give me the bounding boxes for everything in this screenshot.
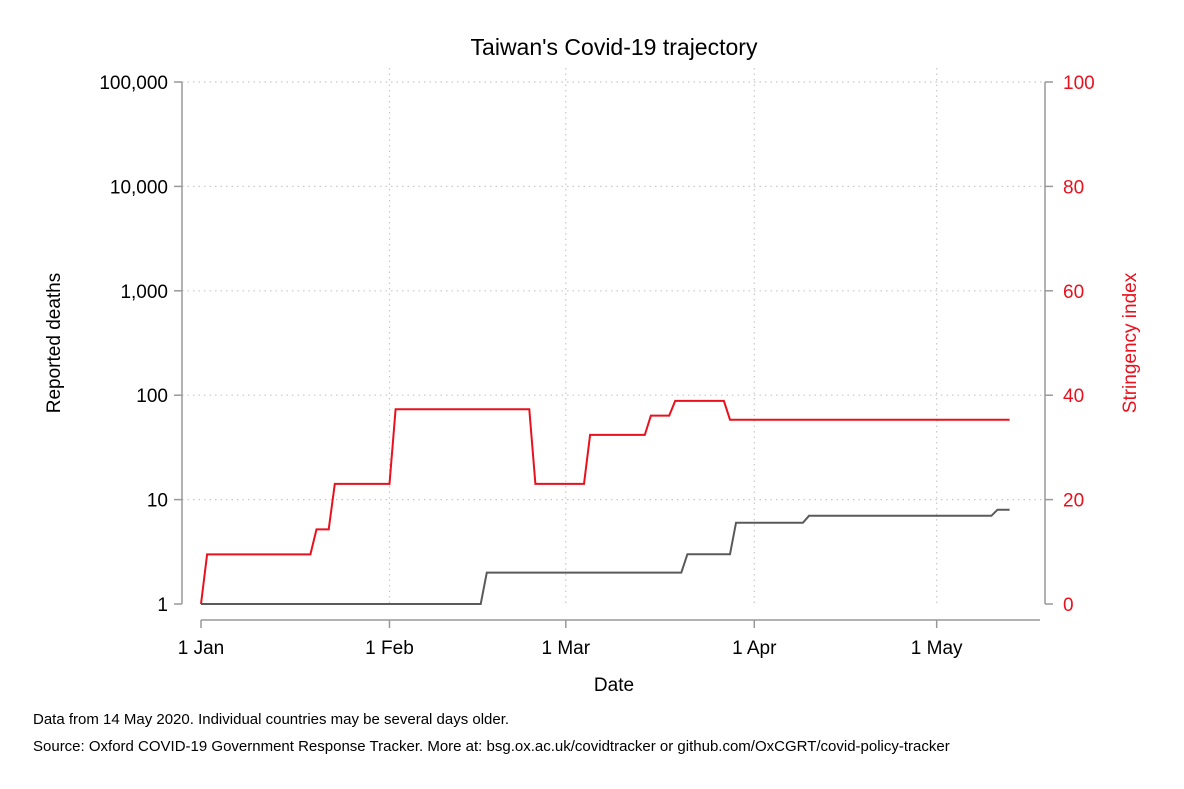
x-tick-label: 1 May xyxy=(911,638,963,659)
series-line-stringency-index xyxy=(200,399,1010,605)
y-tick-label-left: 10 xyxy=(147,491,168,512)
y-tick-label-right: 0 xyxy=(1063,595,1074,616)
axes: 1 10 100 1,000 10,000 100,000 0 20 40 60 80 100 1 Ja… xyxy=(99,73,1094,659)
footnote-source: Source: Oxford COVID-19 Government Respo… xyxy=(33,738,950,755)
y-tick-label-left: 100,000 xyxy=(99,73,168,94)
y-tick-label-left: 1,000 xyxy=(120,282,168,303)
chart-title: Taiwan's Covid-19 trajectory xyxy=(471,34,758,60)
x-tick-label: 1 Apr xyxy=(732,638,777,659)
footnote-data-date: Data from 14 May 2020. Individual countr… xyxy=(33,711,510,728)
x-axis-label: Date xyxy=(594,675,634,696)
series-line-reported-deaths xyxy=(201,508,1010,605)
y-tick-label-right: 20 xyxy=(1063,491,1084,512)
y-tick-label-right: 100 xyxy=(1063,73,1095,94)
y-tick-label-left: 10,000 xyxy=(110,177,168,198)
y-tick-label-left: 100 xyxy=(136,386,168,407)
x-tick-label: 1 Feb xyxy=(365,638,414,659)
y-tick-label-right: 60 xyxy=(1063,282,1084,303)
x-tick-label: 1 Mar xyxy=(542,638,591,659)
y-axis-label-left: Reported deaths xyxy=(44,273,65,414)
y-tick-label-right: 40 xyxy=(1063,386,1084,407)
x-tick-label: 1 Jan xyxy=(178,638,224,659)
y-tick-label-right: 80 xyxy=(1063,177,1084,198)
y-tick-label-left: 1 xyxy=(157,595,168,616)
y-axis-label-right: Stringency index xyxy=(1120,272,1141,413)
series-lines xyxy=(200,399,1010,605)
grid-lines xyxy=(182,68,1045,604)
